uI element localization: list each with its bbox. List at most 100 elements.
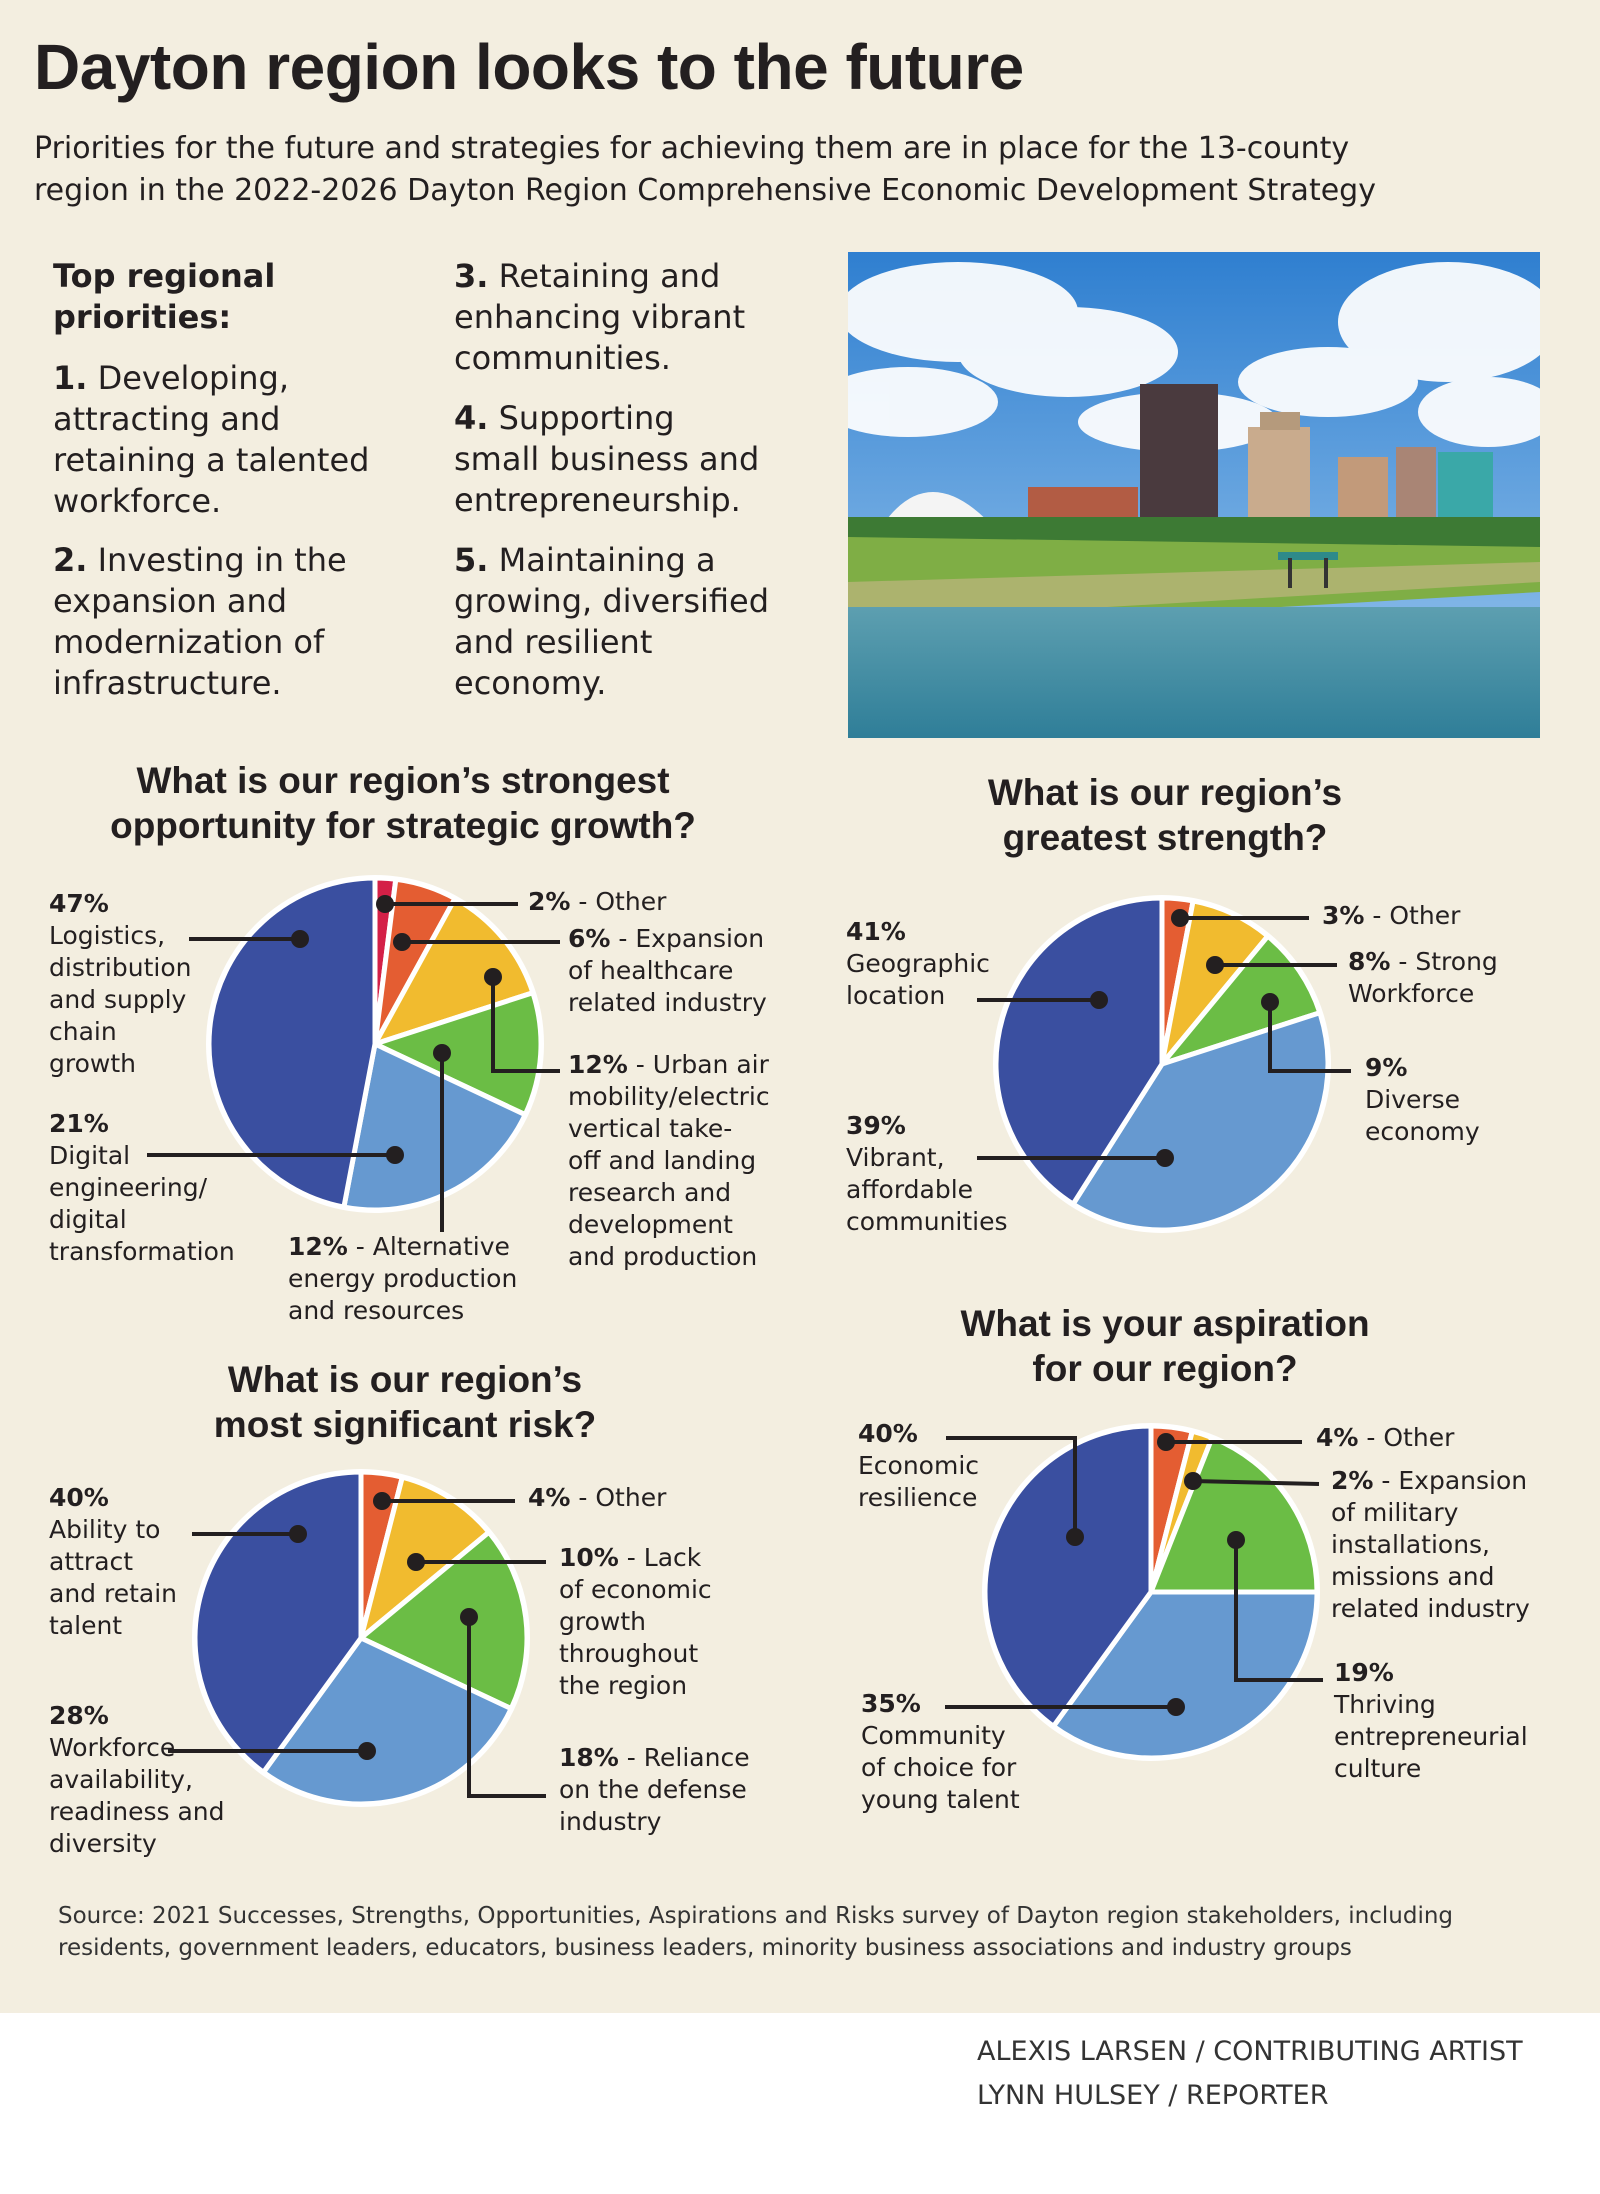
label-line: 18% - Reliance [559,1742,750,1774]
pie-chart-3 [192,1469,530,1807]
label-line: 4% - Other [528,1482,666,1514]
credit-reporter: LYNN HULSEY / REPORTER [977,2080,1329,2111]
priority-number: 1. [53,359,88,397]
slice-label-defense: 18% - Reliance on the defense industry [559,1742,750,1838]
pie-chart-4 [982,1423,1320,1761]
data-label-text: and resources [288,1296,465,1325]
priority-item-3: 3. Retaining and enhancing vibrant communi… [454,256,745,379]
data-label-percent: 41% [846,917,906,946]
dayton-skyline-photo [848,252,1540,738]
data-label-percent: 47% [49,889,109,918]
slice-label-digital: 21% Digital engineering/digital transformat… [49,1108,235,1268]
priority-item-4: 4. Supporting small business and entrepren… [454,398,759,521]
data-label-percent: 40% [858,1419,918,1448]
slice-label-geographic: 41% Geographic location [846,916,990,1012]
priority-text: expansion and [53,582,288,620]
label-line: 10% - Lack [559,1542,712,1574]
subtitle: Priorities for the future and strategies… [34,128,1376,212]
data-label-text: of healthcare [568,956,734,985]
data-label-text: research and [568,1178,732,1207]
priority-item-2: 2. Investing in the expansion and moderniz… [53,540,347,704]
data-label-percent: 18% [559,1743,619,1772]
priority-item-1: 1. Developing, attracting and retaining a … [53,358,369,522]
slice-label-diverse: 9% Diverse economy [1365,1052,1480,1148]
data-label-text: Diverse [1365,1085,1461,1114]
data-label-text: of economic [559,1575,712,1604]
slice-label-healthcare: 6% - Expansion of healthcare related indus… [568,923,767,1019]
label-line: 12% - Alternative [288,1231,517,1263]
label-line: 28% [49,1700,225,1732]
label-line: 2% - Expansion [1331,1465,1530,1497]
data-label-text: vertical take- [568,1114,733,1143]
pie-slice-47pct [206,875,378,1210]
slice-label-other: 4% - Other [1316,1422,1454,1454]
priority-line: 1. Developing, [53,358,369,399]
priority-line: expansion and [53,581,347,622]
priority-text: enhancing vibrant [454,298,746,336]
data-label-percent: 2% [528,887,571,916]
data-label-text: - Lack [626,1543,702,1572]
data-label-text: - Reliance [626,1743,750,1772]
priority-text: growing, diversified [454,582,770,620]
pie-slice-40pct [192,1469,364,1775]
title-line: What is our region’s [227,1359,583,1400]
title-line: greatest strength? [1002,817,1328,858]
priority-text: Retaining and [498,257,721,295]
priority-text: and resilient [454,623,653,661]
data-label-percent: 21% [49,1109,109,1138]
data-label-text: growth [49,1049,136,1078]
data-label-text: economy [1365,1117,1480,1146]
data-label-text: related industry [568,988,767,1017]
priority-number: 4. [454,399,489,437]
data-label-text: - Strong [1398,947,1498,976]
pie-charts [192,875,1331,1807]
priority-line: 2. Investing in the [53,540,347,581]
label-line: 6% - Expansion [568,923,767,955]
data-label-text: Ability to [49,1515,161,1544]
label-line: 19% [1334,1657,1528,1689]
priority-text: Maintaining a [498,541,716,579]
heading-line: Top regional [53,257,276,295]
pie-chart-2 [993,895,1331,1233]
priority-item-5: 5. Maintaining a growing, diversified and … [454,540,769,704]
label-line: 4% - Other [1316,1422,1454,1454]
priority-line: 4. Supporting [454,398,759,439]
data-label-text: Workforce [1348,979,1475,1008]
data-label-text: and production [568,1242,758,1271]
priority-text: entrepreneurship. [454,481,741,519]
subtitle-line: region in the 2022-2026 Dayton Region Co… [34,173,1376,208]
data-label-text: growth [559,1607,646,1636]
slice-label-community: 35% Community of choice for young talent [861,1688,1020,1816]
priority-text: Developing, [97,359,289,397]
subtitle-line: Priorities for the future and strategies… [34,131,1350,166]
priority-line: 5. Maintaining a [454,540,769,581]
title-line: What is our region’s [987,772,1343,813]
priority-line: modernization of [53,622,347,663]
data-label-text: Vibrant, [846,1143,945,1172]
data-label-text: the region [559,1671,688,1700]
data-label-text: development [568,1210,733,1239]
priority-line: enhancing vibrant [454,297,745,338]
data-label-percent: 4% [528,1483,571,1512]
priority-line: attracting and [53,399,369,440]
data-label-percent: 35% [861,1689,921,1718]
slice-label-other: 2% - Other [528,886,666,918]
label-line: 39% [846,1110,1008,1142]
data-label-text: communities [846,1207,1008,1236]
priority-text: retaining a talented [53,441,370,479]
priority-number: 5. [454,541,489,579]
label-line: 9% [1365,1052,1480,1084]
data-label-text: off and landing [568,1146,757,1175]
slice-label-workforce: 28% Workforce availability, readiness and di… [49,1700,225,1860]
slice-label-military: 2% - Expansion of military installations, m… [1331,1465,1530,1625]
priority-number: 3. [454,257,489,295]
data-label-text: of choice for [861,1753,1017,1782]
label-line: 35% [861,1688,1020,1720]
source-note: Source: 2021 Successes, Strengths, Oppor… [58,1900,1453,1964]
data-label-percent: 2% [1331,1466,1374,1495]
slice-label-vibrant: 39% Vibrant, affordable communities [846,1110,1008,1238]
data-label-percent: 28% [49,1701,109,1730]
data-label-text: Geographic [846,949,990,978]
title-line: What is your aspiration [960,1303,1370,1344]
source-line: Source: 2021 Successes, Strengths, Oppor… [58,1903,1454,1929]
